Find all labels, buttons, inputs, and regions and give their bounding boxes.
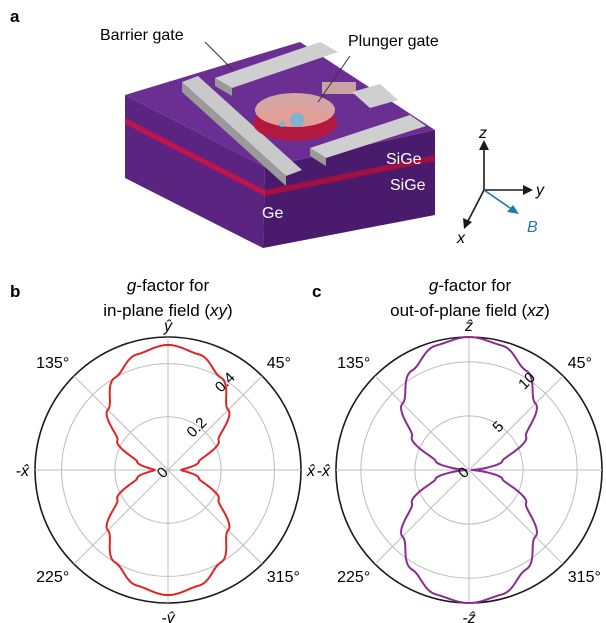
hole-spin-icon (290, 113, 304, 127)
sige-top-label: SiGe (386, 151, 422, 168)
angle-label-b-135: 135° (36, 355, 69, 372)
axis-label-c-bottom: -ẑ (462, 610, 475, 623)
angle-label-c-45: 45° (568, 355, 592, 372)
g-factor-curve-c (400, 335, 538, 605)
angle-label-b-315: 315° (267, 569, 300, 586)
axis-label-c-top: ẑ (464, 318, 473, 335)
y-axis-label: y (535, 182, 545, 199)
axis-label-b-bottom: -ŷ (161, 610, 175, 623)
polar-plot-b: 00.20.4ŷ-ŷ-x̂ x̂135° 45°225° 315° (16, 318, 316, 623)
angle-label-c-225: 225° (337, 569, 370, 586)
polar-spoke-b-135 (73, 375, 263, 565)
axis-label-b-top: ŷ (163, 318, 173, 335)
radial-tick-label-b-1: 0.2 (184, 414, 211, 441)
title-c-line2: out-of-plane field (xz) (390, 301, 550, 320)
plunger-gate-arm (322, 82, 356, 94)
barrier-gate-left (182, 76, 302, 176)
plunger-gate-label: Plunger gate (348, 33, 439, 50)
angle-label-c-315: 315° (568, 569, 601, 586)
z-axis-label: z (478, 125, 487, 142)
device-illustration (125, 41, 435, 248)
angle-label-b-45: 45° (267, 355, 291, 372)
x-axis-label: x (456, 230, 466, 247)
sige-bottom-label: SiGe (390, 177, 426, 194)
barrier-gate-top (215, 42, 338, 88)
axis-label-b-right: x̂ (306, 463, 316, 480)
angle-label-c-135: 135° (337, 355, 370, 372)
ge-label: Ge (262, 205, 283, 222)
polar-spoke-c-135 (374, 375, 564, 565)
plunger-gate-leader (317, 55, 351, 103)
axis-label-c-left: -x̂ (317, 463, 331, 480)
g-factor-curve-b (105, 343, 231, 597)
plunger-gate (255, 93, 335, 127)
b-field-label: B (527, 219, 538, 236)
substrate-front-face (125, 95, 265, 248)
panel-label-a: a (10, 7, 20, 26)
barrier-gate-right (310, 115, 426, 158)
title-b-line1: g-factor for (127, 276, 210, 295)
panel-label-b: b (10, 282, 20, 301)
radial-tick-label-c-1: 5 (490, 418, 508, 436)
barrier-gate-right-small (352, 84, 398, 108)
title-c-line1: g-factor for (429, 276, 512, 295)
ge-layer-front (125, 118, 265, 196)
angle-label-b-225: 225° (36, 569, 69, 586)
x-axis (466, 189, 485, 224)
radial-tick-label-c-0: 0 (455, 464, 473, 482)
substrate-right-face (263, 130, 435, 248)
barrier-gate-leader (204, 41, 234, 71)
title-b-line2: in-plane field (xy) (103, 301, 232, 320)
b-field-arrow (483, 189, 514, 211)
radial-tick-label-b-0: 0 (154, 464, 172, 482)
barrier-gate-label: Barrier gate (100, 27, 184, 44)
ge-layer-right (265, 155, 435, 196)
axis-label-b-left: -x̂ (16, 463, 30, 480)
panel-label-c: c (312, 282, 321, 301)
coordinate-axes (463, 140, 533, 229)
radial-tick-label-c-2: 10 (515, 369, 539, 393)
